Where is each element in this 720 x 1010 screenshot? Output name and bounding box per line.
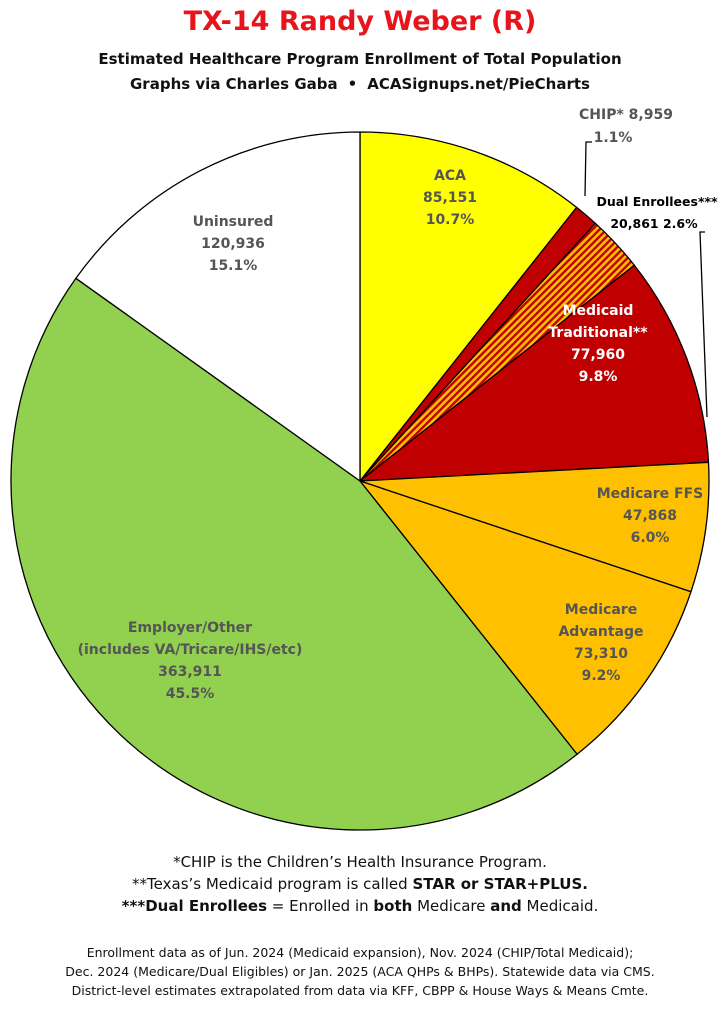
ffs-label-name: Medicare FFS bbox=[597, 486, 703, 502]
pie-slice-aca bbox=[359, 131, 578, 482]
employer-label-value: 363,911 bbox=[158, 664, 222, 680]
medicaid-label-name-1: Medicaid bbox=[563, 303, 634, 319]
chip-label-name: CHIP* 8,959 bbox=[579, 107, 673, 123]
employer-label-name-2: (includes VA/Tricare/IHS/etc) bbox=[78, 642, 303, 658]
source-line-1: Enrollment data as of Jun. 2024 (Medicai… bbox=[86, 945, 634, 960]
dual-label-value: 20,861 2.6% bbox=[610, 216, 698, 231]
dual-label: Dual Enrollees*** 20,861 2.6% bbox=[596, 194, 718, 231]
medicaid-label-name-2: Traditional** bbox=[548, 325, 648, 341]
credit-separator: • bbox=[347, 75, 358, 93]
ma-label: Medicare Advantage 73,310 9.2% bbox=[558, 602, 643, 684]
footnote-medicaid: **Texas’s Medicaid program is called STA… bbox=[0, 873, 720, 895]
credit-site: ACASignups.net/PieCharts bbox=[367, 75, 590, 93]
chart-subtitle: Estimated Healthcare Program Enrollment … bbox=[98, 50, 622, 68]
footnote-dual-text-3: Medicaid. bbox=[521, 897, 599, 915]
ma-label-percent: 9.2% bbox=[582, 668, 621, 684]
aca-label-percent: 10.7% bbox=[426, 212, 475, 228]
employer-label-percent: 45.5% bbox=[166, 686, 215, 702]
aca-label: ACA 85,151 10.7% bbox=[423, 168, 477, 228]
leader-lines bbox=[584, 141, 708, 418]
source-line-3: District-level estimates extrapolated fr… bbox=[71, 983, 649, 998]
footnote-dual-both: both bbox=[373, 897, 413, 915]
aca-label-value: 85,151 bbox=[423, 190, 477, 206]
medicaid-label-value: 77,960 bbox=[571, 347, 625, 363]
source-line-2: Dec. 2024 (Medicare/Dual Eligibles) or J… bbox=[65, 964, 655, 979]
pie-slice-medicare-advantage bbox=[359, 480, 692, 755]
footnote-chip: *CHIP is the Children’s Health Insurance… bbox=[173, 853, 547, 871]
pie-slice-uninsured bbox=[75, 131, 361, 482]
ma-label-name-1: Medicare bbox=[565, 602, 637, 618]
footnote-medicaid-program: STAR or STAR+PLUS. bbox=[412, 875, 588, 893]
pie-slice-medicare-ffs bbox=[359, 461, 710, 593]
chip-label: CHIP* 8,959 1.1% bbox=[579, 107, 673, 146]
chip-label-percent: 1.1% bbox=[594, 130, 633, 146]
ffs-label-value: 47,868 bbox=[623, 508, 677, 524]
footnotes: *CHIP is the Children’s Health Insurance… bbox=[0, 851, 720, 917]
uninsured-label-name: Uninsured bbox=[193, 214, 274, 230]
dual-label-name: Dual Enrollees*** bbox=[596, 194, 718, 209]
uninsured-label-percent: 15.1% bbox=[209, 258, 258, 274]
footnote-dual-text-1: = Enrolled in bbox=[267, 897, 374, 915]
uninsured-label-value: 120,936 bbox=[201, 236, 265, 252]
pie-slice-employer-other-includes-va-tricare-ihs-etc bbox=[10, 277, 578, 831]
chip-leader-line bbox=[584, 141, 592, 197]
medicaid-label: Medicaid Traditional** 77,960 9.8% bbox=[548, 303, 648, 385]
medicaid-label-percent: 9.8% bbox=[579, 369, 618, 385]
aca-label-name: ACA bbox=[434, 168, 466, 184]
chart-credit: Graphs via Charles Gaba • ACASignups.net/P… bbox=[0, 75, 720, 93]
uninsured-label: Uninsured 120,936 15.1% bbox=[193, 214, 274, 274]
dual-leader-line bbox=[699, 231, 708, 418]
footnote-dual-text-2: Medicare bbox=[412, 897, 491, 915]
footnote-dual-term: ***Dual Enrollees bbox=[121, 897, 268, 915]
footnote-medicaid-text: **Texas’s Medicaid program is called bbox=[132, 875, 413, 893]
ffs-label: Medicare FFS 47,868 6.0% bbox=[597, 486, 703, 546]
employer-label: Employer/Other (includes VA/Tricare/IHS/… bbox=[78, 620, 303, 702]
footnote-dual: ***Dual Enrollees = Enrolled in both Med… bbox=[0, 895, 720, 917]
ma-label-name-2: Advantage bbox=[558, 624, 643, 640]
chart-title: TX-14 Randy Weber (R) bbox=[183, 6, 537, 37]
pie-slices bbox=[10, 131, 710, 831]
ma-label-value: 73,310 bbox=[574, 646, 628, 662]
employer-label-name-1: Employer/Other bbox=[128, 620, 252, 636]
source-notes: Enrollment data as of Jun. 2024 (Medicai… bbox=[0, 943, 720, 1000]
credit-author: Graphs via Charles Gaba bbox=[130, 75, 338, 93]
footnote-dual-and: and bbox=[490, 897, 522, 915]
ffs-label-percent: 6.0% bbox=[631, 530, 670, 546]
pie-slice-medicaid-traditional bbox=[359, 264, 710, 482]
